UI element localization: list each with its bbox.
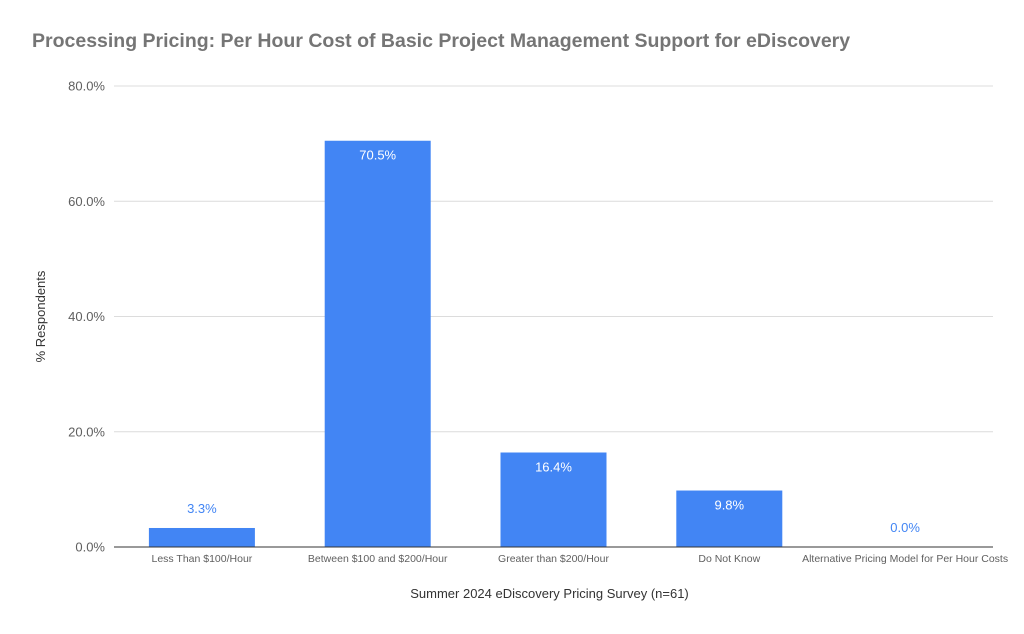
gridlines [114, 85, 993, 433]
x-category-label: Greater than $200/Hour [498, 553, 609, 565]
x-category-label: Do Not Know [698, 553, 760, 565]
x-category-label: Less Than $100/Hour [152, 553, 253, 565]
y-tick-label: 60.0% [68, 194, 105, 209]
y-axis-ticks: 0.0% 20.0% 40.0% 60.0% 80.0% [68, 79, 105, 555]
bar [148, 527, 255, 547]
data-label: 3.3% [187, 501, 217, 516]
y-tick-label: 20.0% [68, 424, 105, 439]
y-tick-label: 80.0% [68, 79, 105, 94]
y-tick-label: 40.0% [68, 309, 105, 324]
data-label: 70.5% [359, 148, 396, 163]
chart-title: Processing Pricing: Per Hour Cost of Bas… [32, 30, 851, 52]
y-axis-title: % Respondents [33, 270, 48, 362]
data-label: 16.4% [535, 459, 572, 474]
bar [324, 140, 431, 547]
x-axis-categories: Less Than $100/Hour Between $100 and $200… [152, 553, 1009, 565]
bar [676, 490, 783, 547]
x-category-label: Alternative Pricing Model for Per Hour C… [802, 553, 1008, 565]
data-label: 0.0% [890, 520, 920, 535]
y-tick-label: 0.0% [75, 540, 105, 555]
bar [500, 452, 607, 547]
data-label: 9.8% [714, 498, 744, 513]
bars: 3.3% 70.5% 16.4% 9.8% 0.0% [148, 140, 920, 547]
x-category-label: Between $100 and $200/Hour [308, 553, 448, 565]
x-axis-title: Summer 2024 eDiscovery Pricing Survey (n… [410, 586, 689, 601]
